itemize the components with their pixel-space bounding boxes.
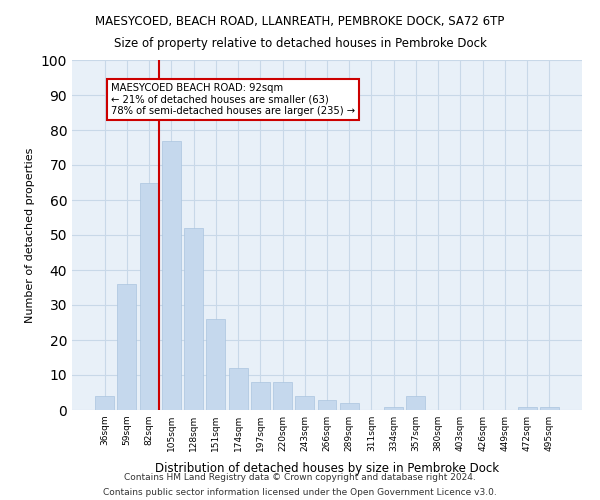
- Text: Size of property relative to detached houses in Pembroke Dock: Size of property relative to detached ho…: [113, 38, 487, 51]
- Text: MAESYCOED, BEACH ROAD, LLANREATH, PEMBROKE DOCK, SA72 6TP: MAESYCOED, BEACH ROAD, LLANREATH, PEMBRO…: [95, 15, 505, 28]
- Bar: [295, 396, 314, 410]
- Bar: [162, 140, 181, 410]
- Bar: [317, 400, 337, 410]
- Bar: [184, 228, 203, 410]
- Bar: [95, 396, 114, 410]
- X-axis label: Distribution of detached houses by size in Pembroke Dock: Distribution of detached houses by size …: [155, 462, 499, 475]
- Bar: [406, 396, 425, 410]
- Bar: [206, 319, 225, 410]
- Bar: [518, 406, 536, 410]
- Bar: [340, 403, 359, 410]
- Bar: [384, 406, 403, 410]
- Text: MAESYCOED BEACH ROAD: 92sqm
← 21% of detached houses are smaller (63)
78% of sem: MAESYCOED BEACH ROAD: 92sqm ← 21% of det…: [112, 83, 355, 116]
- Text: Contains HM Land Registry data © Crown copyright and database right 2024.: Contains HM Land Registry data © Crown c…: [124, 473, 476, 482]
- Bar: [251, 382, 270, 410]
- Bar: [118, 284, 136, 410]
- Bar: [273, 382, 292, 410]
- Y-axis label: Number of detached properties: Number of detached properties: [25, 148, 35, 322]
- Bar: [540, 406, 559, 410]
- Bar: [229, 368, 248, 410]
- Bar: [140, 182, 158, 410]
- Text: Contains public sector information licensed under the Open Government Licence v3: Contains public sector information licen…: [103, 488, 497, 497]
